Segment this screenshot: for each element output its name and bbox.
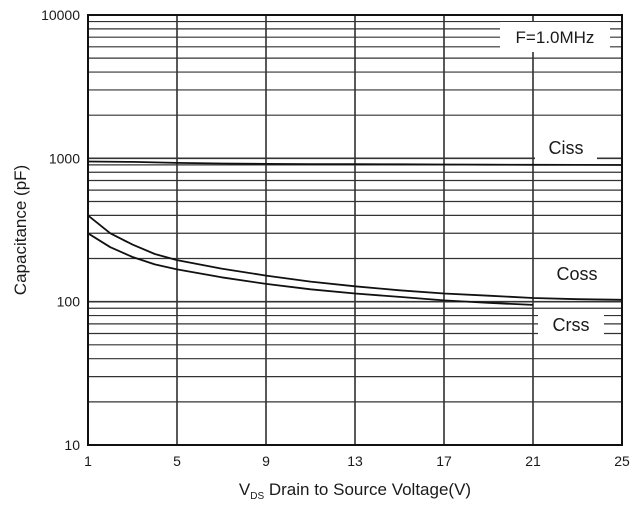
plot-frame (87, 14, 623, 446)
x-tick-label: 1 (84, 453, 92, 469)
x-axis-title-text: Drain to Source Voltage(V) (264, 480, 471, 499)
series-line-coss (87, 214, 623, 301)
x-tick-label: 21 (525, 453, 541, 469)
x-tick-labels: 1 5 9 13 17 21 25 (84, 453, 630, 469)
series-lines (87, 160, 623, 306)
x-tick-label: 25 (614, 453, 630, 469)
y-tick-label: 1000 (49, 150, 80, 166)
series-label-ciss: Ciss (549, 138, 584, 158)
x-axis-title-subscript: DS (250, 491, 264, 502)
ciss-label-bg (535, 134, 597, 160)
grid (87, 15, 623, 446)
x-axis-title: VDS Drain to Source Voltage(V) (239, 480, 471, 502)
coss-label-bg (540, 260, 612, 286)
y-tick-labels: 10 100 1000 10000 (41, 7, 80, 453)
y-axis-title: Capacitance (pF) (11, 165, 30, 295)
y-tick-label: 10 (64, 437, 80, 453)
x-tick-label: 5 (173, 453, 181, 469)
y-tick-label: 100 (57, 294, 81, 310)
crss-label-bg (538, 310, 604, 336)
series-line-crss (87, 232, 534, 306)
series-line-ciss (87, 160, 623, 166)
x-axis-title-v: V (239, 480, 251, 499)
frequency-annotation: F=1.0MHz (516, 28, 595, 47)
y-tick-label: 10000 (41, 7, 80, 23)
series-label-crss: Crss (553, 315, 590, 335)
x-tick-label: 9 (262, 453, 270, 469)
x-tick-label: 13 (347, 453, 363, 469)
x-tick-label: 17 (436, 453, 452, 469)
series-label-coss: Coss (556, 264, 597, 284)
frequency-annotation-box (500, 22, 610, 52)
